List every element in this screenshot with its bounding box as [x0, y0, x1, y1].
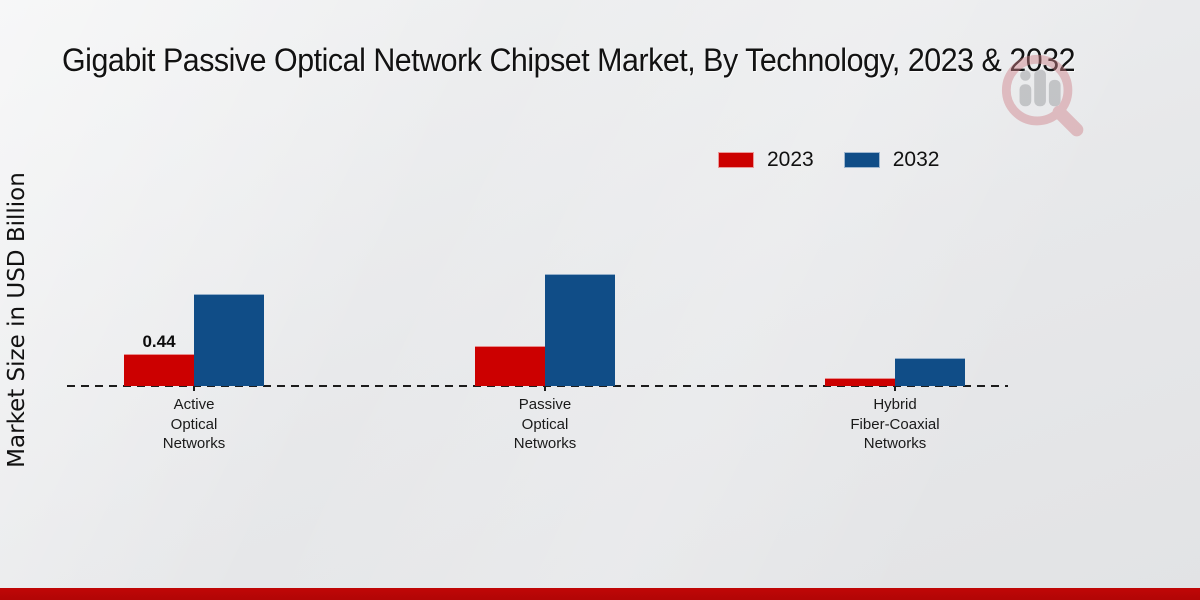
category-label-active-optical-networks: Active Optical Networks — [162, 396, 226, 452]
legend: 2023 2032 — [718, 148, 939, 172]
bar-2023-passive-optical-networks — [475, 346, 545, 386]
legend-item-2032: 2032 — [843, 148, 940, 172]
bar-2023-active-optical-networks — [124, 354, 194, 386]
watermark-logo-icon — [1001, 54, 1084, 137]
chart-title: Gigabit Passive Optical Network Chipset … — [62, 42, 1076, 78]
x-axis-tick — [544, 386, 546, 391]
legend-swatch-2023 — [718, 152, 754, 168]
bar-value-label: 0.44 — [142, 332, 176, 351]
category-label-passive-optical-networks: Passive Optical Networks — [513, 396, 577, 452]
x-axis-tick — [894, 386, 896, 391]
bar-2032-passive-optical-networks — [545, 274, 615, 386]
bottom-accent-strip — [0, 588, 1200, 600]
x-axis-tick — [193, 386, 195, 391]
y-axis-label: Market Size in USD Billion — [4, 172, 30, 468]
legend-label-2032: 2032 — [892, 148, 940, 171]
bar-2032-hybrid-fiber-coaxial-networks — [895, 358, 965, 386]
bar-2032-active-optical-networks — [194, 294, 264, 386]
legend-swatch-2032 — [843, 152, 880, 168]
bar-2023-hybrid-fiber-coaxial-networks — [825, 378, 895, 386]
x-axis-baseline — [67, 385, 1008, 387]
legend-label-2023: 2023 — [767, 148, 814, 171]
legend-item-2023: 2023 — [718, 148, 814, 172]
category-label-hybrid-fiber-coaxial-networks: Hybrid Fiber-Coaxial Networks — [850, 396, 940, 452]
